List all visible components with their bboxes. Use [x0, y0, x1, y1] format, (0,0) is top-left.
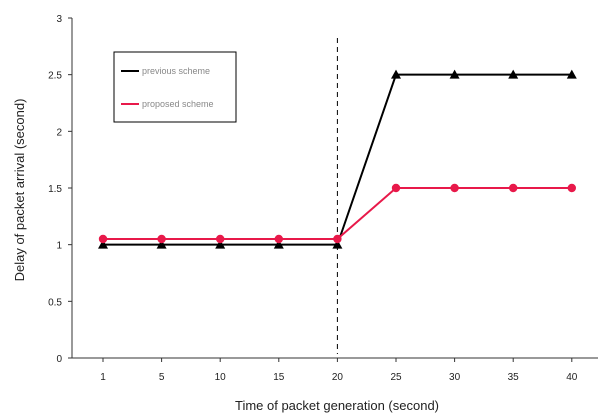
legend-label-previous: previous scheme: [142, 66, 210, 76]
y-tick-labels: 0 0.5 1 1.5 2 2.5 3: [48, 14, 72, 365]
y-tick-label: 2: [56, 127, 62, 138]
data-point-circle: [391, 183, 401, 193]
y-axis-title: Delay of packet arrival (second): [12, 99, 27, 282]
data-point-triangle: [273, 239, 284, 249]
data-point-triangle: [391, 69, 401, 79]
data-point-circle: [157, 234, 166, 244]
x-tick-label: 35: [508, 372, 520, 383]
data-point-triangle: [508, 69, 519, 79]
data-point-triangle: [332, 239, 343, 249]
x-tick-label: 10: [215, 372, 227, 383]
x-tick-label: 20: [332, 372, 344, 383]
series-proposed: [98, 183, 576, 244]
y-tick-label: 2.5: [48, 71, 62, 82]
data-point-circle: [98, 234, 108, 244]
y-tick-label: 0: [56, 354, 62, 365]
data-point-circle: [274, 234, 283, 244]
series-layer: [98, 69, 577, 249]
series-previous: [98, 69, 577, 249]
data-point-triangle: [566, 69, 577, 79]
data-point-circle: [567, 183, 576, 193]
legend: previous scheme proposed scheme: [113, 51, 237, 123]
x-tick-labels: 1 5 10 15 20 25 30 35 40: [100, 358, 578, 383]
y-tick-label: 1: [56, 241, 62, 252]
data-point-circle: [450, 183, 459, 193]
data-point-triangle: [215, 239, 226, 249]
x-tick-label: 15: [273, 372, 285, 383]
data-point-triangle: [98, 239, 108, 249]
data-point-circle: [509, 183, 518, 193]
data-point-triangle: [449, 69, 460, 79]
y-tick-label: 0.5: [48, 297, 62, 308]
data-point-circle: [333, 234, 342, 244]
y-tick-label: 1.5: [48, 184, 62, 195]
data-point-triangle: [156, 239, 167, 249]
x-tick-label: 30: [449, 372, 461, 383]
x-axis-title: Time of packet generation (second): [235, 398, 439, 413]
x-tick-label: 5: [159, 372, 165, 383]
x-tick-label: 40: [566, 372, 578, 383]
x-tick-label: 1: [100, 372, 106, 383]
legend-box: [113, 51, 237, 123]
x-tick-label: 25: [390, 372, 402, 383]
data-point-circle: [216, 234, 225, 244]
legend-label-proposed: proposed scheme: [142, 99, 214, 109]
y-tick-label: 3: [56, 14, 62, 25]
